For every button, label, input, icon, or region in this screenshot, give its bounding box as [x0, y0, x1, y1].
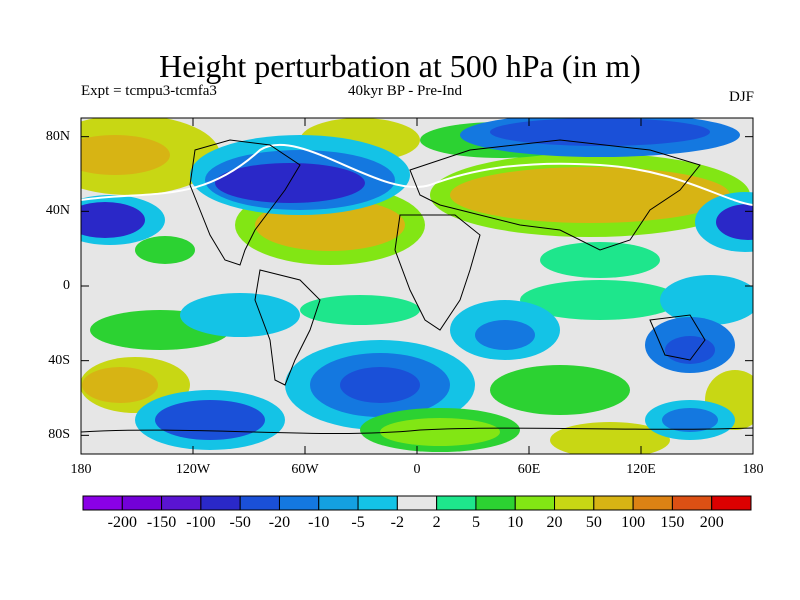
- longitude-label: 180: [70, 462, 92, 477]
- positive-anomaly: [135, 236, 195, 264]
- colorbar-label: 20: [546, 514, 563, 531]
- colorbar-swatch: [436, 495, 477, 511]
- colorbar-label: -50: [229, 514, 251, 531]
- colorbar-label: 50: [585, 514, 602, 531]
- contour-line: [81, 143, 753, 206]
- colorbar-label: -10: [308, 514, 330, 531]
- colorbar-swatch: [711, 495, 752, 511]
- longitude-label: 120E: [626, 462, 656, 477]
- colorbar-label: 10: [507, 514, 524, 531]
- colorbar-label: 5: [471, 514, 480, 531]
- experiment-label: Expt = tcmpu3-tcmfa3: [81, 83, 217, 99]
- colorbar-swatch: [82, 495, 123, 511]
- positive-anomaly: [81, 135, 170, 175]
- coastlines: [81, 139, 753, 435]
- latitude-label: 80N: [45, 128, 70, 144]
- colorbar-swatch: [554, 495, 595, 511]
- colorbar-label: 200: [699, 514, 724, 531]
- longitude-label: 0: [413, 462, 421, 477]
- south-america-outline: [254, 269, 321, 386]
- colorbar-label: -200: [107, 514, 137, 531]
- colorbar-swatch: [475, 495, 516, 511]
- colorbar-swatch: [239, 495, 280, 511]
- colorbar-label: 100: [621, 514, 646, 531]
- latitude-label: 40N: [45, 203, 70, 219]
- positive-anomaly: [550, 422, 670, 454]
- colorbar-label: -5: [351, 514, 365, 531]
- colorbar-swatch: [514, 495, 556, 511]
- positive-anomaly: [82, 367, 158, 403]
- colorbar-swatch: [161, 495, 202, 511]
- colorbar-label: -150: [146, 514, 177, 531]
- colorbar-swatch: [671, 495, 713, 511]
- colorbar-swatch: [632, 495, 673, 511]
- longitude-label: 180: [742, 462, 764, 477]
- longitude-label: 60W: [291, 462, 319, 477]
- negative-anomaly: [662, 408, 718, 432]
- contour-field: [81, 118, 753, 454]
- eurasia-outline: [409, 139, 701, 251]
- negative-anomaly: [180, 293, 300, 337]
- negative-anomaly: [155, 400, 265, 440]
- antarctica-outline: [81, 427, 753, 435]
- colorbar-label: -100: [186, 514, 216, 531]
- period-label: 40kyr BP - Pre-Ind: [348, 83, 463, 99]
- negative-anomaly: [490, 118, 710, 146]
- colorbar-swatch: [396, 495, 438, 511]
- negative-anomaly: [81, 202, 145, 238]
- colorbar-label: 150: [660, 514, 685, 531]
- north-america-outline: [189, 139, 301, 266]
- negative-anomaly: [215, 163, 365, 203]
- colorbar: [82, 495, 752, 511]
- longitude-label: 120W: [175, 462, 211, 477]
- map-title: Height perturbation at 500 hPa (in m): [159, 48, 641, 84]
- australia-outline: [649, 314, 706, 361]
- positive-anomaly: [450, 167, 730, 223]
- positive-anomaly: [380, 418, 500, 446]
- negative-anomaly: [660, 275, 753, 325]
- positive-anomaly: [300, 295, 420, 325]
- colorbar-label: -2: [390, 514, 404, 531]
- colorbar-swatch: [593, 495, 634, 511]
- africa-outline: [394, 214, 481, 331]
- longitude-ticks: [80, 118, 754, 454]
- positive-anomaly: [540, 242, 660, 278]
- longitude-label: 60E: [517, 462, 541, 477]
- colorbar-swatch: [278, 495, 320, 511]
- season-label: DJF: [728, 89, 754, 105]
- positive-anomaly: [490, 365, 630, 415]
- negative-anomaly: [475, 320, 535, 350]
- colorbar-swatch: [121, 495, 163, 511]
- colorbar-swatch: [318, 495, 359, 511]
- negative-anomaly: [716, 204, 753, 240]
- colorbar-swatch: [200, 495, 241, 511]
- colorbar-label: -20: [268, 514, 291, 531]
- latitude-label: 0: [63, 278, 70, 293]
- latitude-label: 80S: [48, 427, 70, 443]
- colorbar-swatch: [357, 495, 398, 511]
- latitude-label: 40S: [48, 352, 70, 368]
- colorbar-label: 2: [432, 514, 441, 531]
- positive-anomaly: [520, 280, 680, 320]
- latitude-ticks: [81, 136, 753, 436]
- negative-anomaly: [340, 367, 420, 403]
